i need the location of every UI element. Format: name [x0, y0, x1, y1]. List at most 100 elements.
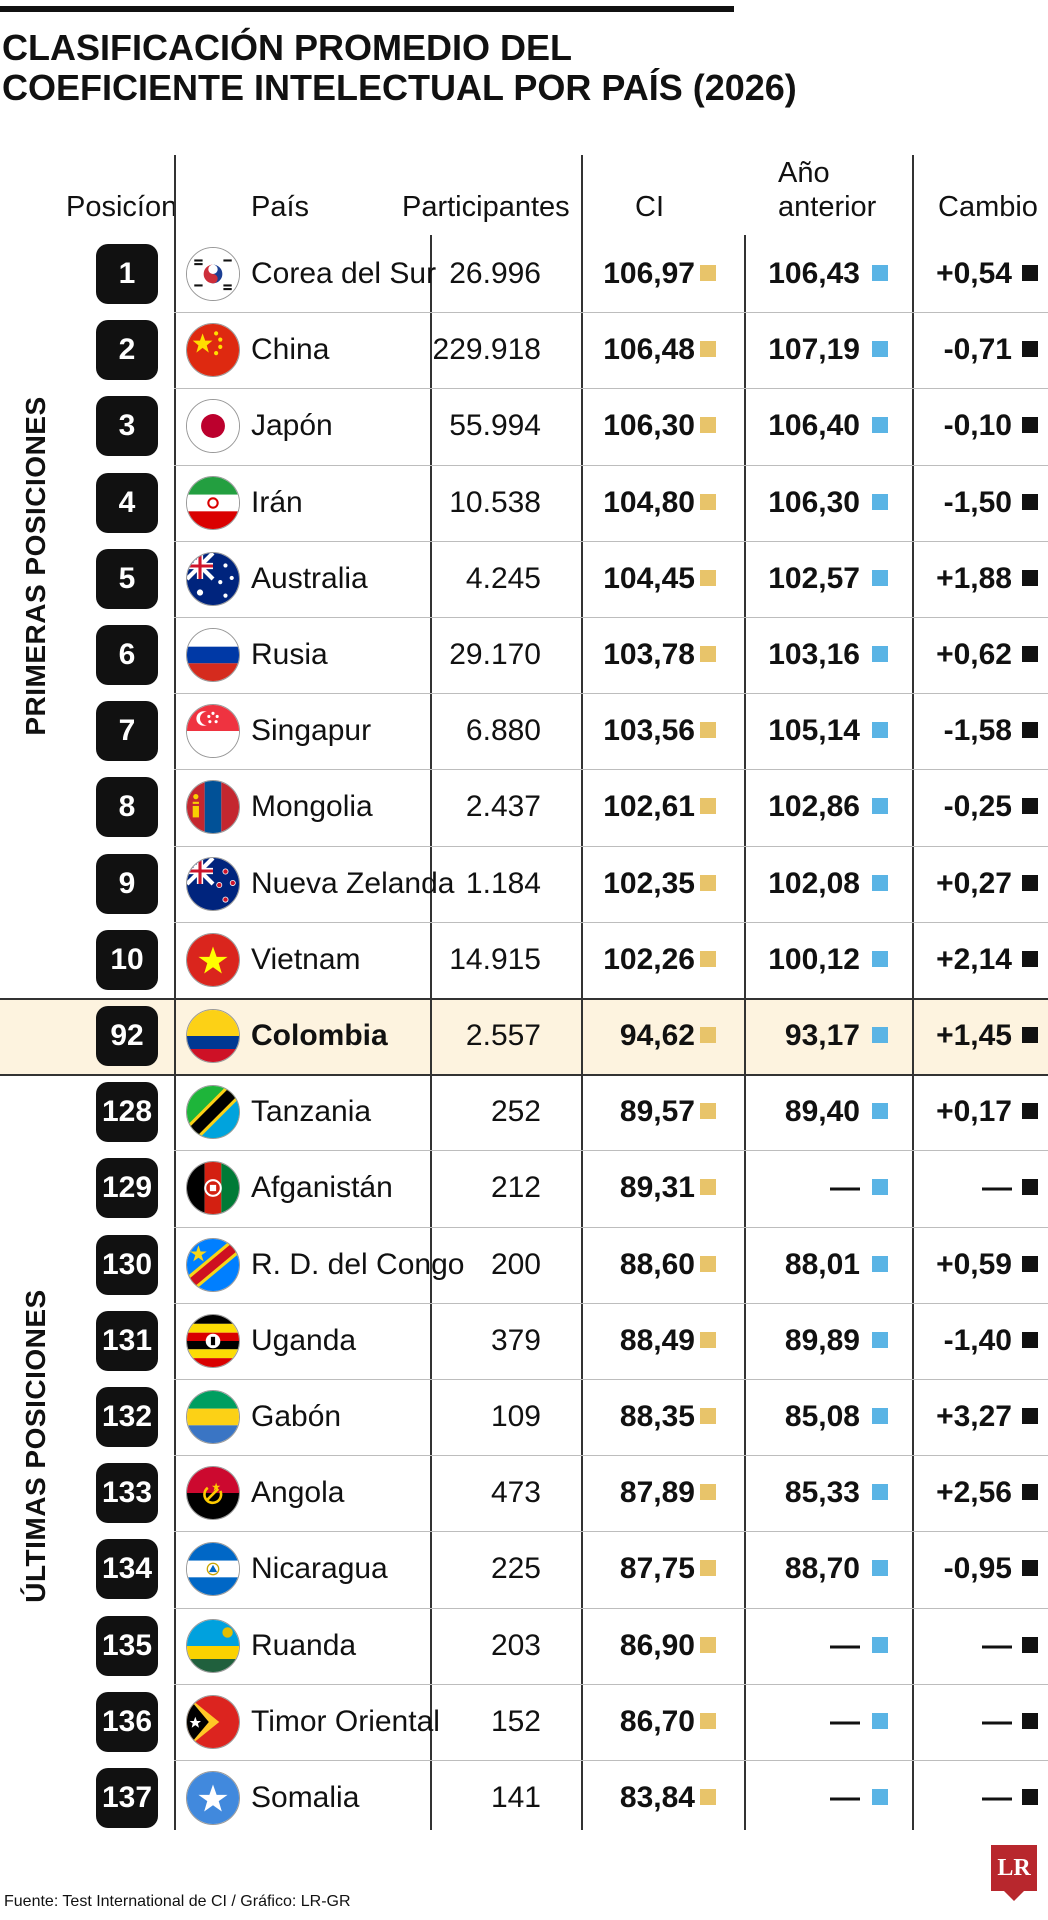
row-separator [174, 1226, 1048, 1228]
ci-value: 86,90 [619, 1628, 695, 1662]
previous-marker [872, 1712, 888, 1729]
row-separator [0, 1074, 1048, 1076]
rank-badge: 2 [96, 320, 158, 381]
country-name: Afganistán [251, 1171, 393, 1205]
table-row: 133 Angola 473 87,89 85,33 +2,56 [0, 1455, 1048, 1531]
participants-value: 473 [490, 1476, 541, 1510]
rank-badge: 6 [96, 625, 158, 685]
country-name: Angola [251, 1476, 345, 1510]
country-name: Tanzania [251, 1095, 372, 1129]
previous-value: 88,01 [784, 1247, 860, 1281]
previous-value: 93,17 [784, 1019, 860, 1052]
change-marker [1022, 722, 1038, 739]
ci-marker [700, 646, 716, 662]
ci-value: 102,35 [603, 866, 695, 900]
rank-badge: 129 [96, 1158, 158, 1219]
change-marker [1022, 1408, 1038, 1424]
rank-badge: 8 [96, 777, 158, 838]
country-name: Gabón [251, 1400, 342, 1433]
ci-marker [700, 950, 716, 967]
ci-marker [700, 417, 716, 434]
nicaragua-flag [186, 1542, 240, 1597]
participants-value: 379 [490, 1323, 541, 1357]
previous-value: 107,19 [768, 333, 860, 367]
header-ci: CI [635, 191, 664, 223]
table-row: 135 Ruanda 203 86,90 — — [0, 1608, 1048, 1684]
new-zealand-flag [186, 856, 240, 911]
ci-value: 88,35 [619, 1400, 695, 1433]
participants-value: 55.994 [449, 409, 541, 443]
ci-marker [700, 1789, 716, 1805]
rank-badge: 128 [96, 1082, 158, 1143]
chart-title: CLASIFICACIÓN PROMEDIO DEL COEFICIENTE I… [2, 28, 902, 108]
divider-change [912, 155, 914, 1830]
ci-marker [700, 265, 716, 281]
previous-marker [872, 265, 888, 281]
change-marker [1022, 1027, 1038, 1043]
previous-value: 106,30 [768, 485, 860, 519]
previous-marker [872, 417, 888, 434]
previous-marker [872, 1560, 888, 1577]
country-name: Rusia [251, 638, 328, 671]
change-value: -0,10 [943, 409, 1012, 443]
participants-value: 1.184 [465, 866, 541, 900]
change-value: +1,45 [936, 1019, 1012, 1052]
change-value: +2,56 [936, 1476, 1012, 1510]
australia-flag [186, 551, 240, 606]
rank-badge: 1 [96, 244, 158, 304]
change-value: -1,40 [943, 1323, 1012, 1357]
ci-value: 94,62 [619, 1019, 695, 1052]
ci-marker [700, 1484, 716, 1501]
country-name: Nueva Zelanda [251, 866, 455, 900]
country-name: Nicaragua [251, 1552, 388, 1586]
source-note: Fuente: Test International de CI / Gráfi… [4, 1893, 351, 1910]
change-value: — [982, 1171, 1012, 1205]
change-value: +0,62 [936, 638, 1012, 671]
tanzania-flag [186, 1085, 240, 1140]
participants-value: 6.880 [465, 714, 541, 748]
country-name: Mongolia [251, 790, 373, 824]
previous-value: 85,08 [784, 1400, 860, 1433]
row-separator [174, 1531, 1048, 1533]
previous-value: — [830, 1704, 860, 1738]
top-rule [0, 6, 734, 12]
previous-value: 106,43 [768, 257, 860, 290]
change-marker [1022, 950, 1038, 967]
change-marker [1022, 1712, 1038, 1729]
ci-marker [700, 1179, 716, 1196]
change-value: +3,27 [936, 1400, 1012, 1433]
participants-value: 225 [490, 1552, 541, 1586]
rank-badge: 7 [96, 701, 158, 762]
change-marker [1022, 646, 1038, 662]
country-name: China [251, 333, 330, 367]
east-timor-flag [186, 1694, 240, 1749]
ci-value: 88,60 [619, 1247, 695, 1281]
previous-marker [872, 493, 888, 510]
rank-badge: 133 [96, 1463, 158, 1524]
table-row: 1 Corea del Sur 26.996 106,97 106,43 +0,54 [0, 236, 1048, 312]
lr-logo: LR [991, 1845, 1037, 1891]
change-marker [1022, 874, 1038, 891]
rank-badge: 131 [96, 1310, 158, 1371]
change-value: +1,88 [936, 561, 1012, 595]
country-name: Timor Oriental [251, 1704, 440, 1738]
previous-marker [872, 1636, 888, 1653]
participants-value: 200 [490, 1247, 541, 1281]
previous-value: 102,57 [768, 561, 860, 595]
ci-marker [700, 722, 716, 739]
rank-badge: 136 [96, 1691, 158, 1752]
participants-value: 203 [490, 1628, 541, 1662]
row-separator [174, 464, 1048, 466]
participants-value: 109 [490, 1400, 541, 1433]
ci-marker [700, 1027, 716, 1043]
change-marker [1022, 798, 1038, 815]
participants-value: 14.915 [449, 942, 541, 976]
change-marker [1022, 1789, 1038, 1805]
somalia-flag [186, 1771, 240, 1825]
participants-value: 141 [490, 1781, 541, 1814]
change-marker [1022, 1560, 1038, 1577]
ci-value: 103,56 [603, 714, 695, 748]
divider-participants [430, 235, 432, 1830]
change-marker [1022, 1636, 1038, 1653]
table-row: 6 Rusia 29.170 103,78 103,16 +0,62 [0, 617, 1048, 693]
